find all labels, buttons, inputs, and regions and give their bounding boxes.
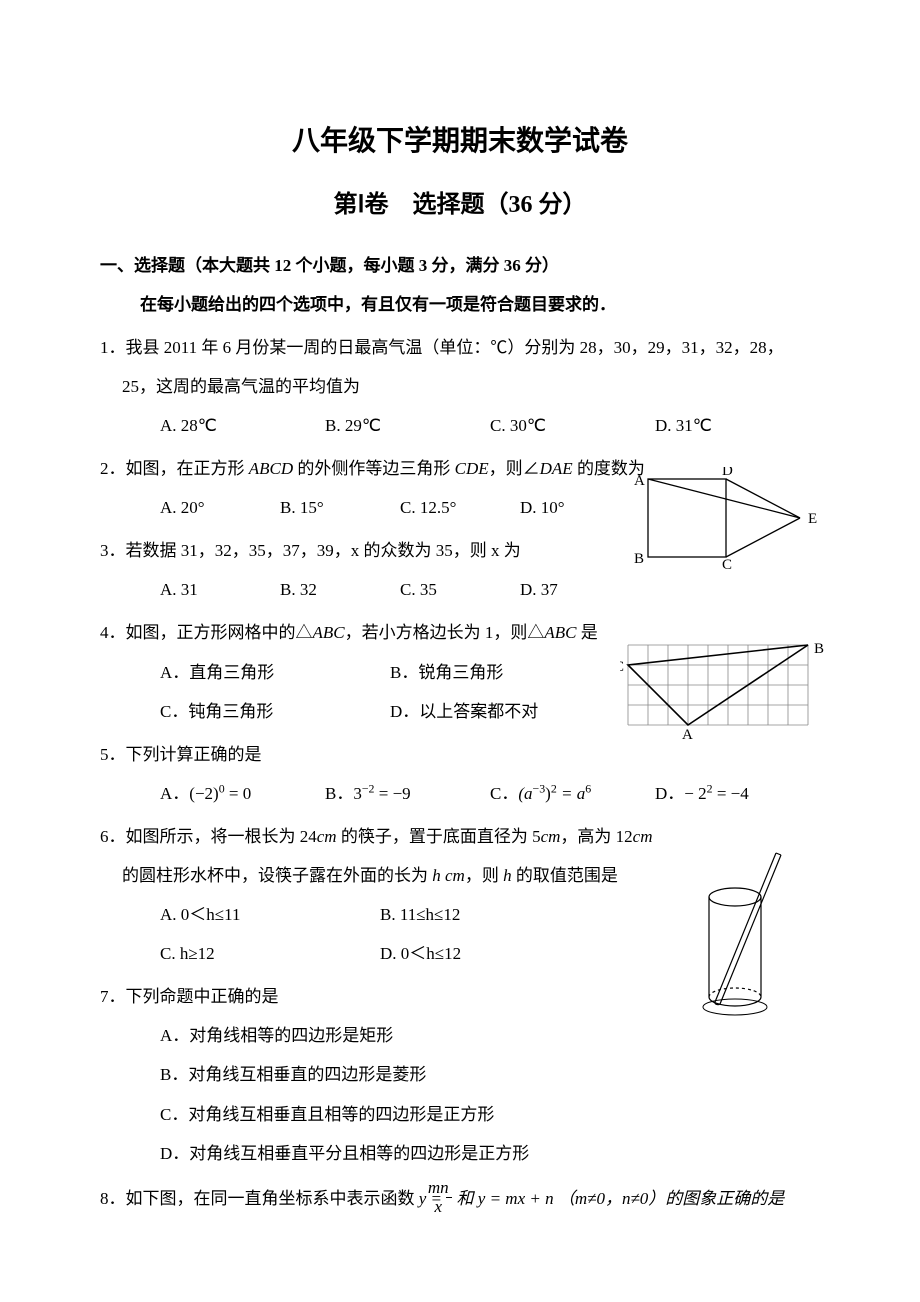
q5c-b1: (a: [518, 784, 532, 803]
question-8: 8．如下图，在同一直角坐标系中表示函数 y = mnx 和 y = mx + n…: [100, 1177, 820, 1221]
label-B: B: [814, 641, 824, 657]
question-6: 6．如图所示，将一根长为 24cm 的筷子，置于底面直径为 5cm，高为 12c…: [100, 817, 820, 973]
q5a-base: (−2): [189, 784, 218, 803]
q7-opt-b: B．对角线互相垂直的四边形是菱形: [160, 1055, 820, 1094]
q4-opt-c: C．钝角三角形: [160, 692, 390, 731]
q5c-post: = a: [557, 784, 585, 803]
q8-frac-num: mn: [446, 1179, 452, 1199]
q6-options: A. 0＜h≤11 B. 11≤h≤12 C. h≥12 D. 0＜h≤12: [100, 895, 600, 973]
grid-triangle-icon: C A B: [620, 641, 830, 741]
q3-opt-a: A. 31: [160, 570, 280, 609]
q5d-post: = −4: [713, 784, 749, 803]
question-5: 5．下列计算正确的是 A．(−2)0 = 0 B．3−2 = −9 C．(a−3…: [100, 735, 820, 813]
q1-opt-c: C. 30℃: [490, 406, 655, 445]
q5-opt-b: B．3−2 = −9: [325, 774, 490, 813]
q3-opt-d: D. 37: [520, 570, 640, 609]
q1-opt-b: B. 29℃: [325, 406, 490, 445]
q7-opt-c: C．对角线互相垂直且相等的四边形是正方形: [160, 1095, 820, 1134]
q4-opt-d: D．以上答案都不对: [390, 692, 620, 731]
label-D: D: [722, 467, 733, 479]
q8-text: 8．如下图，在同一直角坐标系中表示函数 y = mnx 和 y = mx + n…: [100, 1177, 820, 1221]
q5a-post: = 0: [225, 784, 252, 803]
question-2: 2．如图，在正方形 ABCD 的外侧作等边三角形 CDE，则∠DAE 的度数为 …: [100, 449, 820, 527]
q5b-pre: B．: [325, 784, 353, 803]
exam-page: 八年级下学期期末数学试卷 第Ⅰ卷 选择题（36 分） 一、选择题（本大题共 12…: [0, 0, 920, 1281]
q5-text: 5．下列计算正确的是: [100, 735, 820, 774]
q5c-s1: −3: [533, 781, 546, 795]
q6-opt-a: A. 0＜h≤11: [160, 895, 380, 934]
q6-opt-d: D. 0＜h≤12: [380, 934, 600, 973]
question-4: 4．如图，正方形网格中的△ABC，若小方格边长为 1，则△ABC 是 A．直角三…: [100, 613, 820, 730]
q5c-pre: C．: [490, 784, 518, 803]
q2-text-span: 2．如图，在正方形 ABCD 的外侧作等边三角形 CDE，则∠DAE 的度数为: [100, 459, 645, 478]
label-E: E: [808, 511, 817, 527]
q1-options: A. 28℃ B. 29℃ C. 30℃ D. 31℃: [100, 406, 820, 445]
q4-options: A．直角三角形 B．锐角三角形 C．钝角三角形 D．以上答案都不对: [100, 653, 620, 731]
q4-text-span: 4．如图，正方形网格中的△ABC，若小方格边长为 1，则△ABC 是: [100, 623, 598, 642]
q5b-sup: −2: [362, 781, 375, 795]
q5-opt-d: D．− 22 = −4: [655, 774, 820, 813]
q5d-pre: D．: [655, 784, 684, 803]
question-1: 1．我县 2011 年 6 月份某一周的日最高气温（单位：℃）分别为 28，30…: [100, 328, 820, 445]
q7-opt-a: A．对角线相等的四边形是矩形: [160, 1016, 820, 1055]
q3-opt-b: B. 32: [280, 570, 400, 609]
q4-opt-a: A．直角三角形: [160, 653, 390, 692]
q5c-s3: 6: [585, 781, 591, 795]
q3-options: A. 31 B. 32 C. 35 D. 37: [100, 570, 640, 609]
q5a-pre: A．: [160, 784, 189, 803]
q7-options: A．对角线相等的四边形是矩形 B．对角线互相垂直的四边形是菱形 C．对角线互相垂…: [100, 1016, 820, 1172]
question-7: 7．下列命题中正确的是 A．对角线相等的四边形是矩形 B．对角线互相垂直的四边形…: [100, 977, 820, 1172]
label-C: C: [620, 659, 624, 675]
page-title: 八年级下学期期末数学试卷: [100, 110, 820, 174]
q4-opt-b: B．锐角三角形: [390, 653, 620, 692]
q1-opt-a: A. 28℃: [160, 406, 325, 445]
q1-text-line1: 1．我县 2011 年 6 月份某一周的日最高气温（单位：℃）分别为 28，30…: [100, 328, 820, 367]
q2-opt-d: D. 10°: [520, 488, 640, 527]
q7-text: 7．下列命题中正确的是: [100, 977, 820, 1016]
q6-opt-c: C. h≥12: [160, 934, 380, 973]
q6-opt-b: B. 11≤h≤12: [380, 895, 600, 934]
q5-options: A．(−2)0 = 0 B．3−2 = −9 C．(a−3)2 = a6 D．−…: [100, 774, 820, 813]
q5b-post: = −9: [375, 784, 411, 803]
q2-opt-a: A. 20°: [160, 488, 280, 527]
q1-opt-d: D. 31℃: [655, 406, 820, 445]
q2-opt-b: B. 15°: [280, 488, 400, 527]
q5-opt-a: A．(−2)0 = 0: [160, 774, 325, 813]
q2-opt-c: C. 12.5°: [400, 488, 520, 527]
section-header: 一、选择题（本大题共 12 个小题，每小题 3 分，满分 36 分）: [100, 246, 820, 285]
q1-text-line2: 25，这周的最高气温的平均值为: [100, 367, 820, 406]
label-A: A: [634, 473, 645, 489]
q5-opt-c: C．(a−3)2 = a6: [490, 774, 655, 813]
q8-mid: 和 y = mx + n （m≠0，n≠0）的图象正确的是: [452, 1189, 784, 1208]
q6-l2-span: 的圆柱形水杯中，设筷子露在外面的长为 h cm，则 h 的取值范围是: [122, 866, 618, 885]
q3-opt-c: C. 35: [400, 570, 520, 609]
question-3: 3．若数据 31，32，35，37，39，x 的众数为 35，则 x 为 A. …: [100, 531, 820, 609]
page-subtitle: 第Ⅰ卷 选择题（36 分）: [100, 178, 820, 233]
q8-frac: mnx: [446, 1179, 452, 1217]
q6-l1-span: 6．如图所示，将一根长为 24cm 的筷子，置于底面直径为 5cm，高为 12c…: [100, 827, 652, 846]
q5d-base: − 2: [684, 784, 706, 803]
q2-options: A. 20° B. 15° C. 12.5° D. 10°: [100, 488, 640, 527]
sub-instruction: 在每小题给出的四个选项中，有且仅有一项是符合题目要求的．: [100, 285, 820, 324]
q5b-base: 3: [353, 784, 362, 803]
q7-opt-d: D．对角线互相垂直平分且相等的四边形是正方形: [160, 1134, 820, 1173]
q8-pre: 8．如下图，在同一直角坐标系中表示函数: [100, 1189, 419, 1208]
q8-frac-den: x: [446, 1198, 452, 1217]
q3-text: 3．若数据 31，32，35，37，39，x 的众数为 35，则 x 为: [100, 531, 820, 570]
